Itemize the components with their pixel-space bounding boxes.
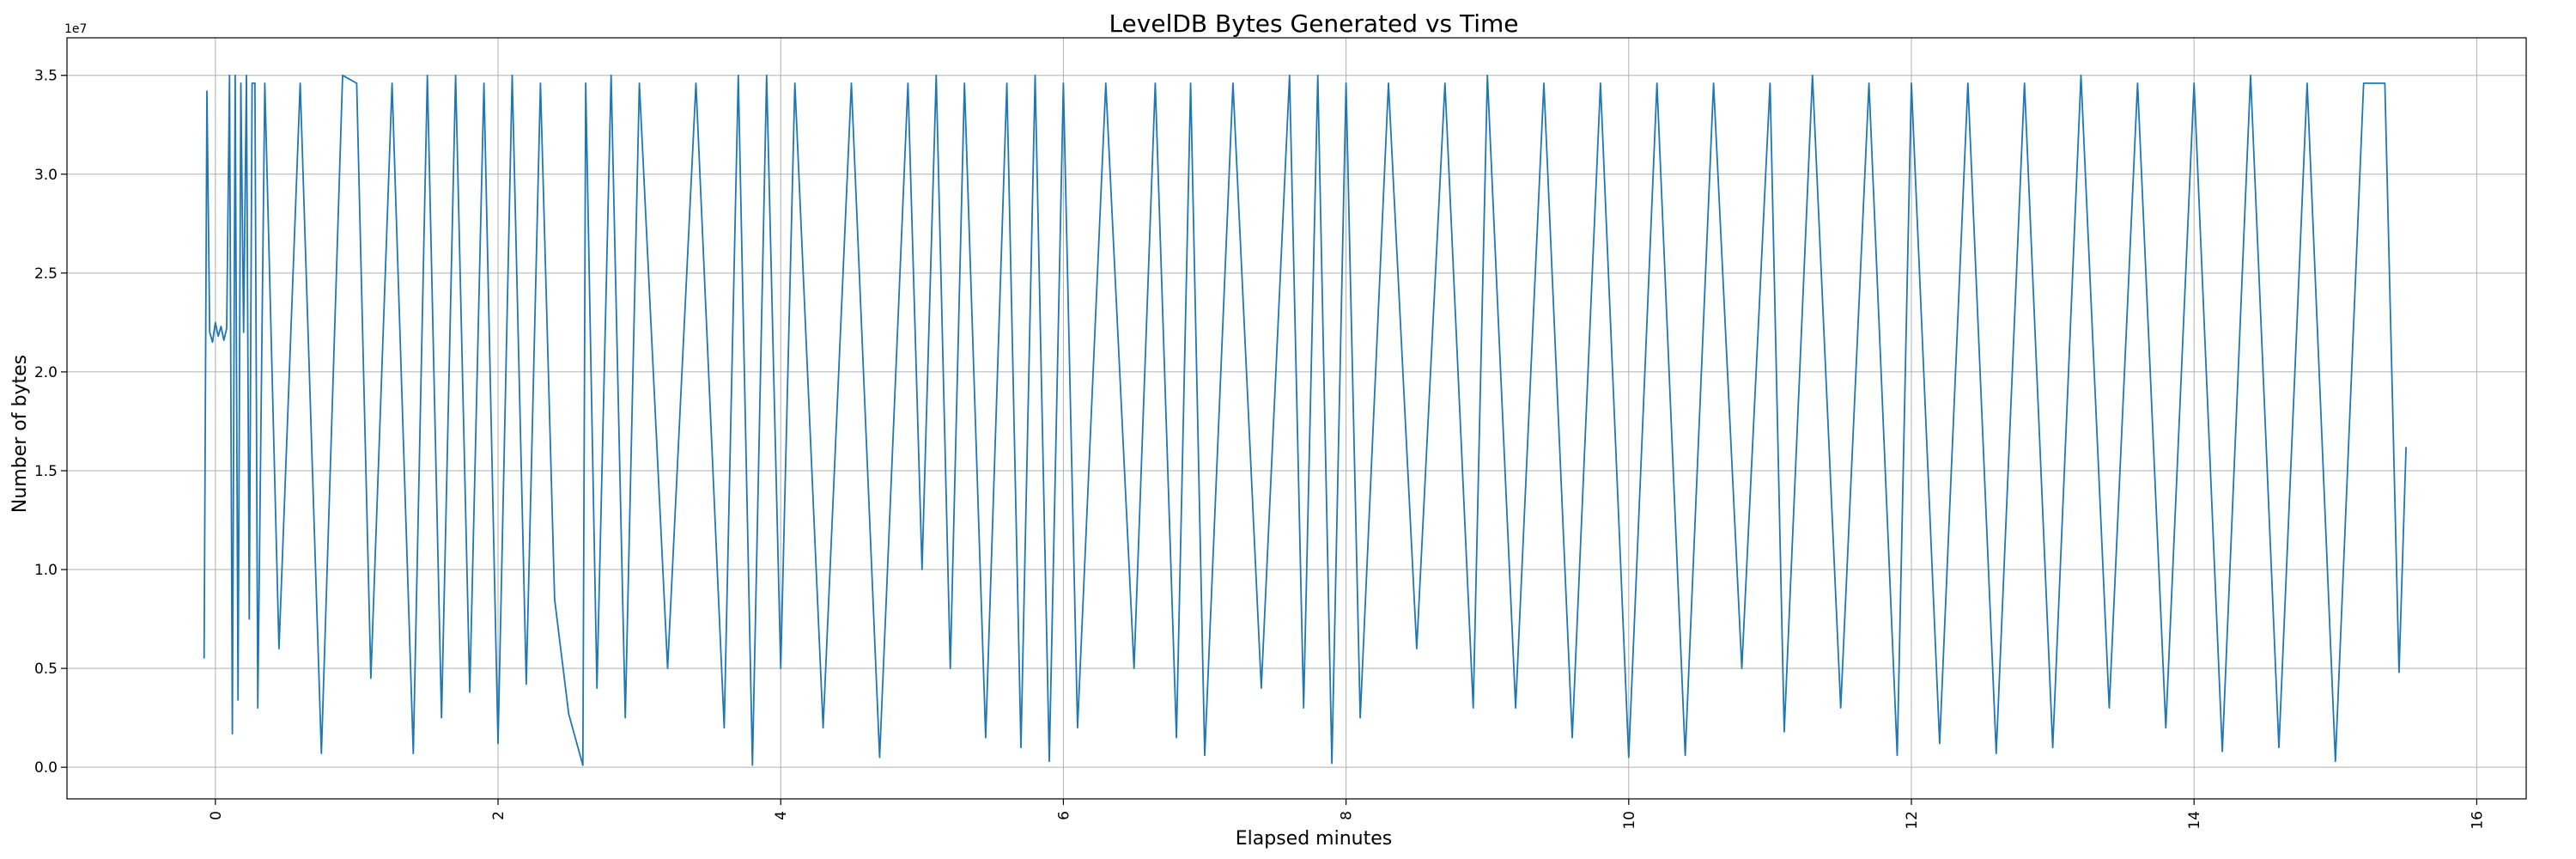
y-tick-label: 2.0 [34, 364, 58, 381]
y-tick-label: 0.5 [34, 661, 58, 678]
x-axis-label: Elapsed minutes [1236, 828, 1392, 850]
x-tick-label: 0 [208, 811, 225, 820]
x-tick-label: 6 [1055, 811, 1072, 820]
x-tick-label: 12 [1904, 811, 1921, 830]
y-tick-label: 2.5 [34, 265, 58, 283]
plot-area-frame [66, 37, 2527, 800]
series-line-0 [203, 74, 2407, 766]
x-tick-label: 16 [2469, 811, 2486, 830]
y-tick-label: 0.0 [34, 759, 58, 777]
x-tick-label: 8 [1339, 811, 1356, 820]
y-tick-label: 1.5 [34, 463, 58, 480]
chart-title: LevelDB Bytes Generated vs Time [1109, 9, 1518, 38]
series-line [203, 74, 2407, 766]
x-tick-label: 2 [490, 811, 507, 820]
y-axis-label: Number of bytes [9, 355, 31, 513]
y-tick-label: 1.0 [34, 562, 58, 579]
y-tick-label: 3.0 [34, 167, 58, 184]
y-axis-offset-label: 1e7 [64, 22, 87, 36]
y-axis-ticks: 0.0 0.5 1.0 1.5 2.0 2.5 3.0 3.5 [34, 68, 67, 777]
x-tick-label: 4 [773, 811, 790, 820]
y-tick-label: 3.5 [34, 68, 58, 85]
x-tick-label: 10 [1621, 811, 1638, 830]
x-tick-label: 14 [2186, 811, 2203, 830]
x-axis-ticks: 0 2 4 6 8 10 12 14 16 [208, 799, 2486, 830]
